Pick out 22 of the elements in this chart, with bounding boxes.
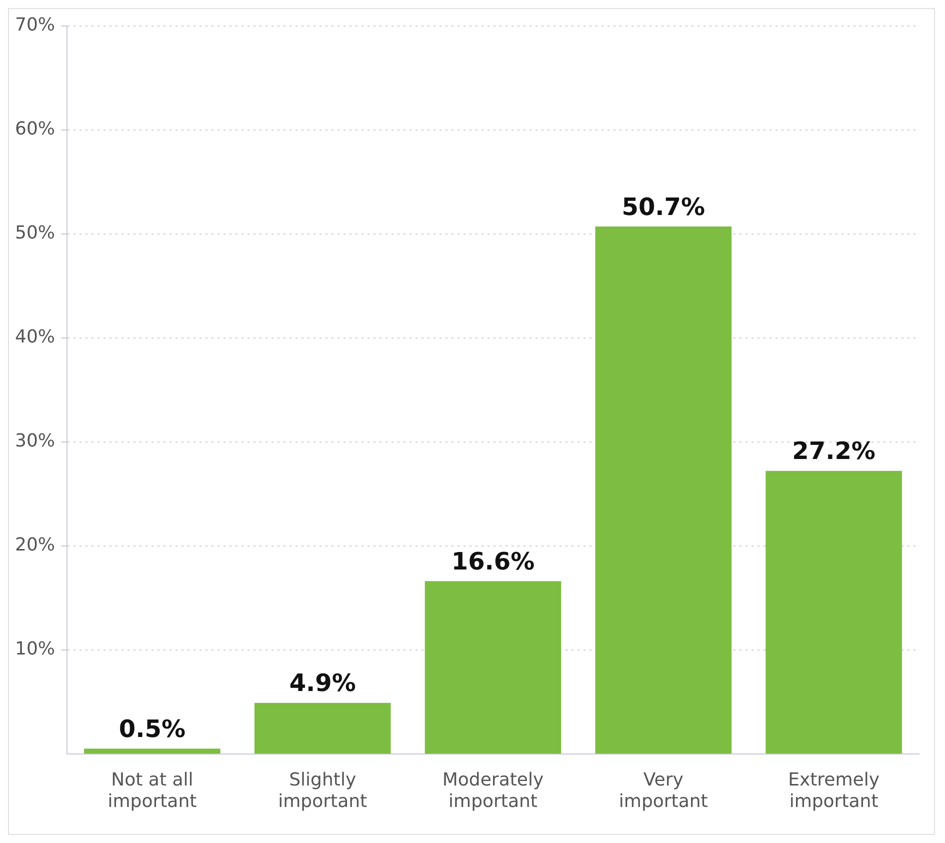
y-tick-label: 40%: [14, 326, 56, 348]
y-tick-label: 60%: [14, 118, 56, 140]
bar: [595, 226, 732, 754]
bar: [84, 748, 220, 754]
data-label: 16.6%: [451, 547, 535, 576]
x-tick-label: Moderately important: [442, 769, 544, 812]
x-tick-label: Very important: [618, 769, 708, 812]
data-label: 0.5%: [118, 714, 186, 743]
y-tick-label: 20%: [14, 534, 56, 556]
bar: [424, 581, 562, 754]
data-label: 27.2%: [792, 437, 876, 466]
data-label: 50.7%: [622, 192, 706, 221]
x-tick-label: Not at all important: [108, 769, 197, 812]
data-label: 4.9%: [289, 669, 356, 698]
x-tick-label: Extremely important: [788, 769, 880, 812]
y-tick-label: 50%: [14, 222, 56, 244]
bar: [766, 470, 902, 754]
x-tick-label: Slightly important: [278, 769, 368, 812]
y-tick-label: 70%: [14, 14, 56, 36]
bar: [254, 702, 391, 754]
y-tick-label: 30%: [14, 430, 56, 452]
y-tick-label: 10%: [14, 638, 56, 660]
